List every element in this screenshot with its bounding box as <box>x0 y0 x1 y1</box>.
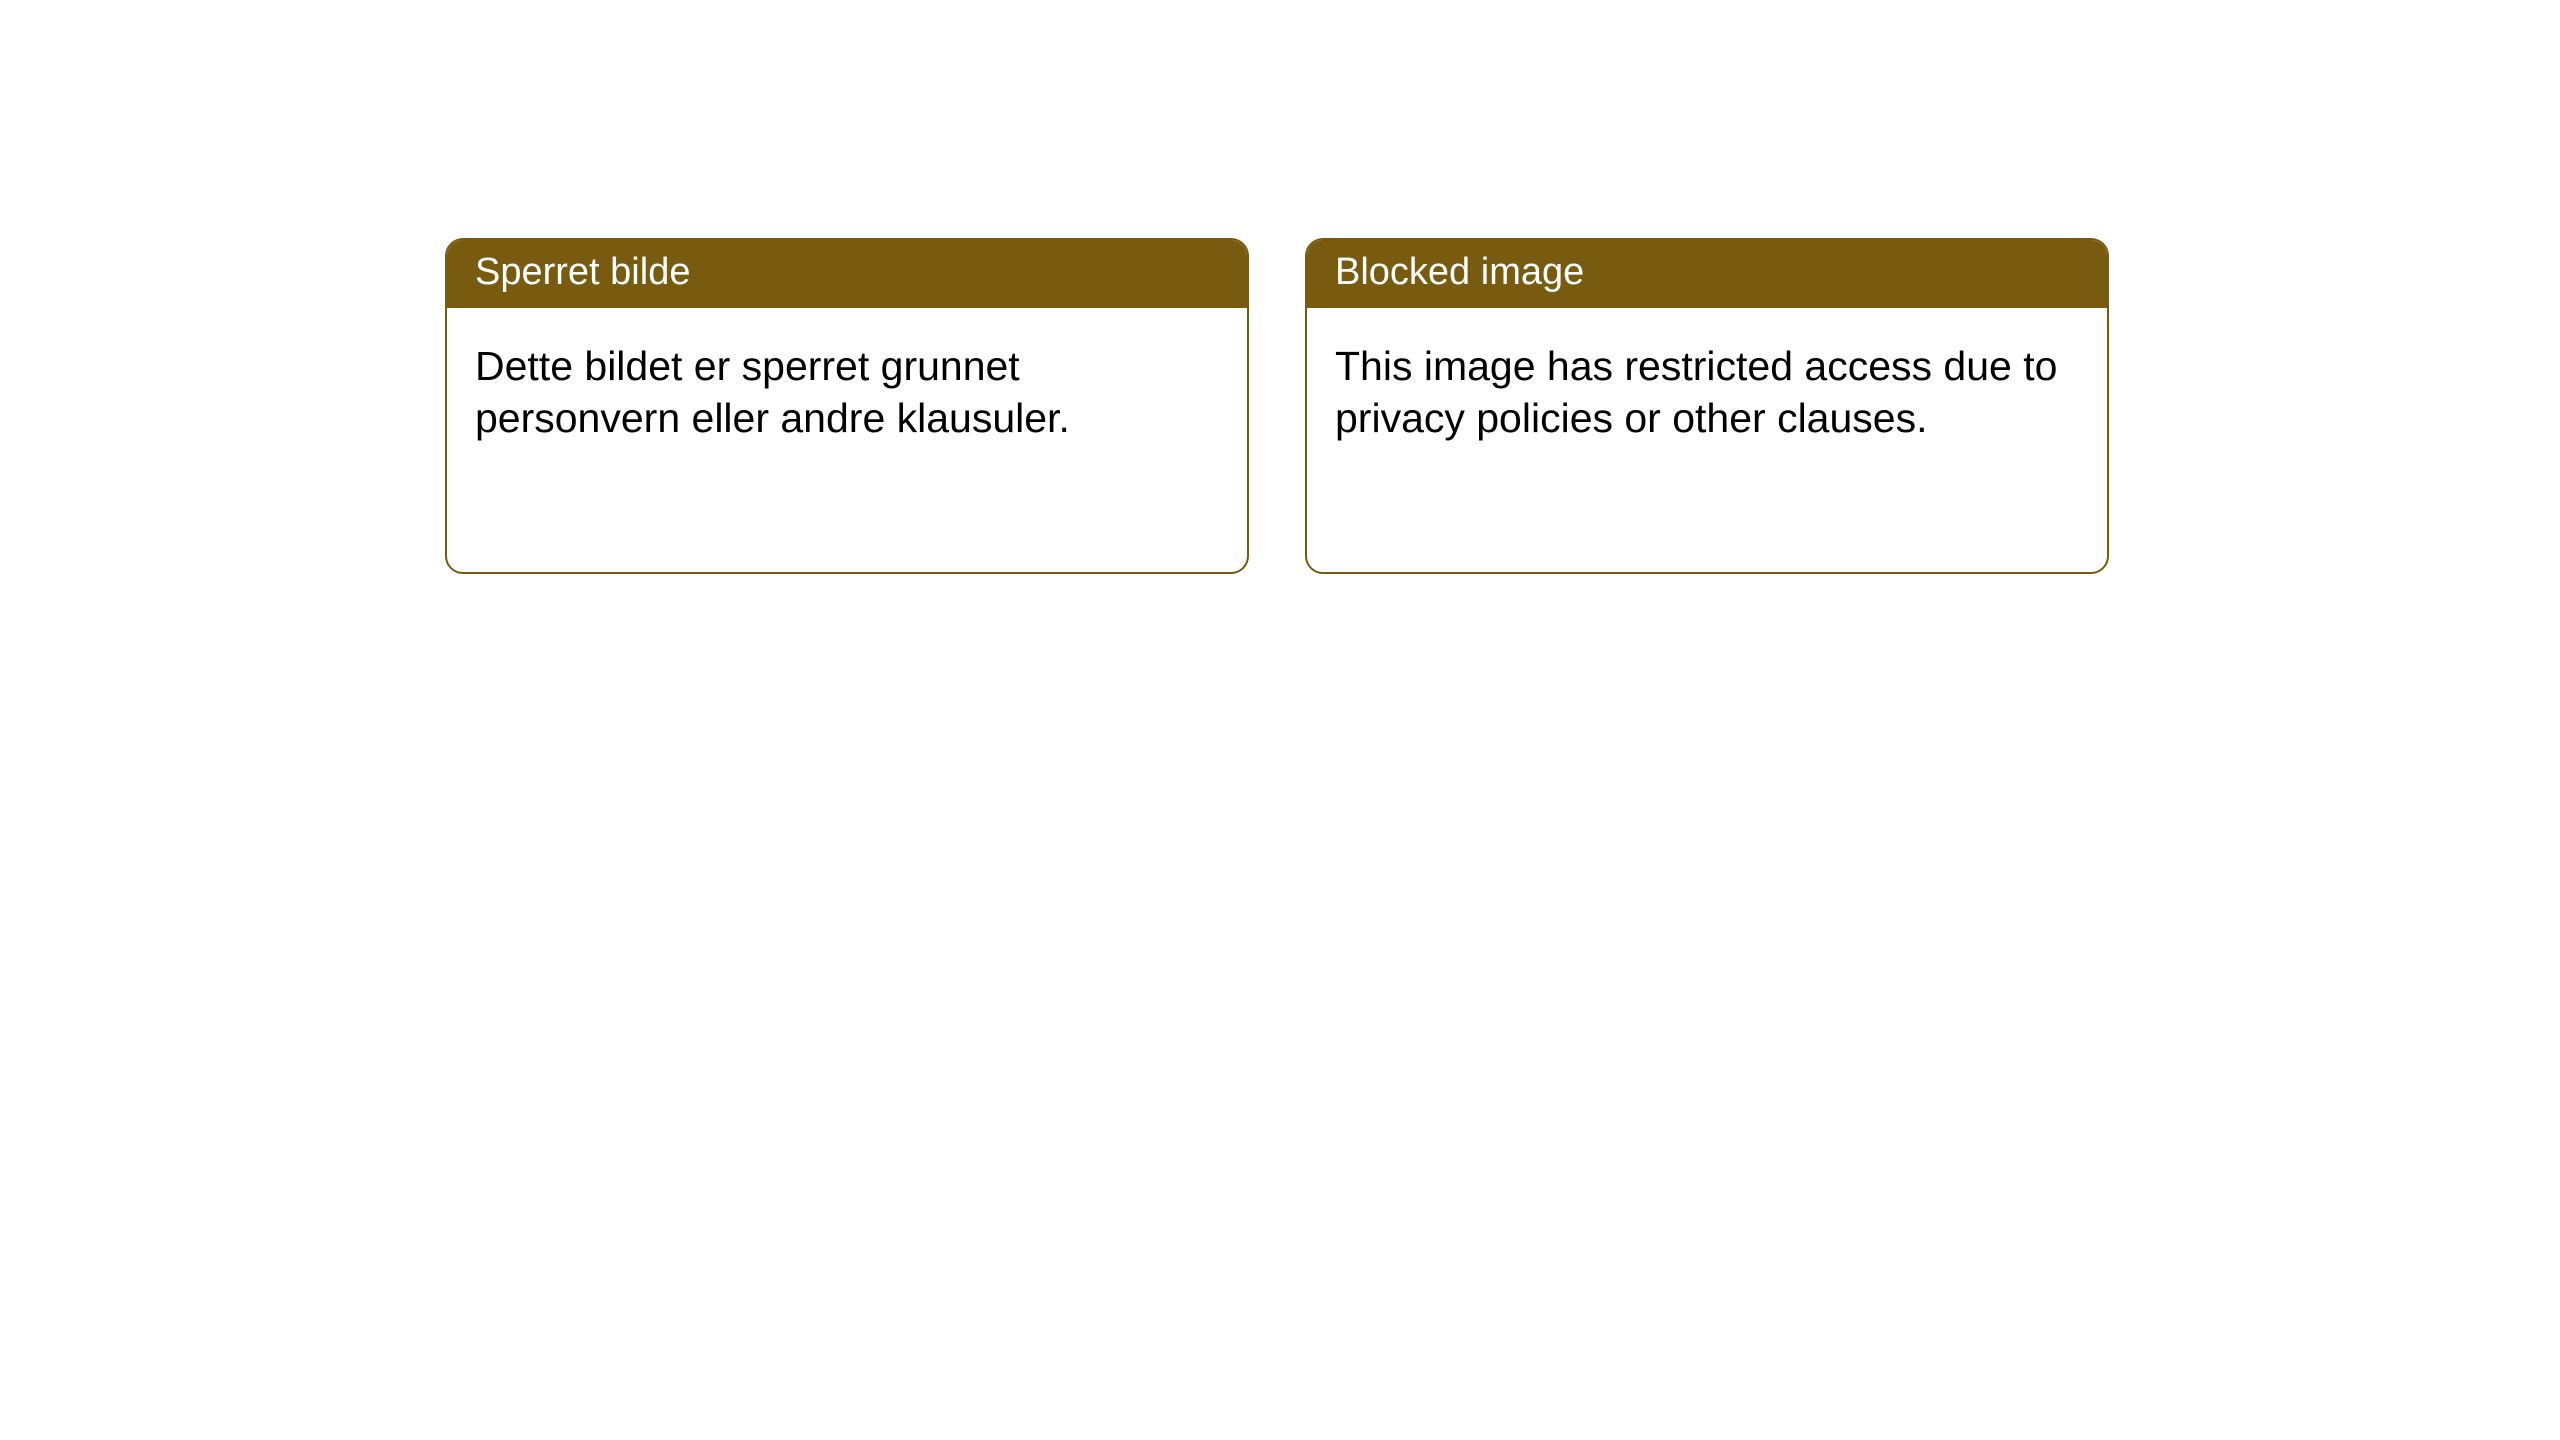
notice-message: Dette bildet er sperret grunnet personve… <box>447 308 1247 477</box>
notice-container: Sperret bilde Dette bildet er sperret gr… <box>0 0 2560 574</box>
notice-title: Blocked image <box>1307 240 2107 308</box>
notice-title: Sperret bilde <box>447 240 1247 308</box>
notice-card-english: Blocked image This image has restricted … <box>1305 238 2109 574</box>
notice-message: This image has restricted access due to … <box>1307 308 2107 477</box>
notice-card-norwegian: Sperret bilde Dette bildet er sperret gr… <box>445 238 1249 574</box>
